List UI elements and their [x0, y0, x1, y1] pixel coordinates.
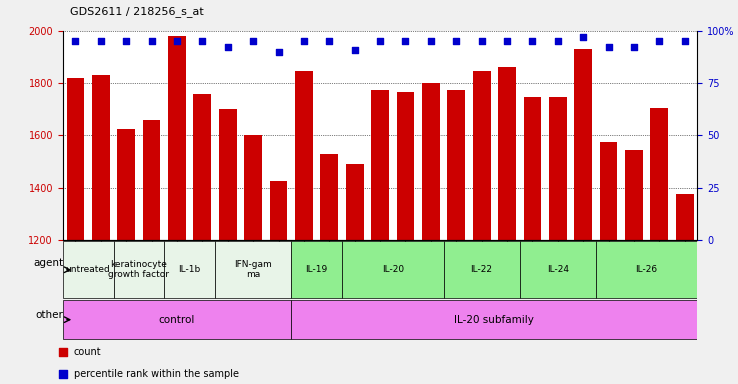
Point: [222, 45, 234, 51]
Bar: [596, 241, 697, 298]
Point: [679, 38, 691, 44]
Point: [476, 38, 488, 44]
Bar: [396, 92, 414, 240]
Point: [69, 38, 81, 44]
Point: [247, 38, 259, 44]
Text: IFN-gam
ma: IFN-gam ma: [234, 260, 272, 280]
Point: [628, 45, 640, 51]
Point: [501, 38, 513, 44]
Point: [171, 38, 183, 44]
Text: IL-19: IL-19: [306, 265, 328, 274]
Text: other: other: [35, 310, 63, 320]
Bar: [444, 241, 520, 298]
Text: IL-26: IL-26: [635, 265, 658, 274]
Point: [399, 38, 411, 44]
Bar: [342, 241, 444, 298]
Bar: [292, 241, 342, 298]
Bar: [92, 75, 110, 240]
Bar: [165, 241, 215, 298]
Bar: [574, 49, 592, 240]
Bar: [473, 71, 491, 240]
Text: control: control: [159, 314, 195, 325]
Bar: [422, 83, 440, 240]
Bar: [600, 142, 618, 240]
Text: count: count: [74, 347, 101, 357]
Point: [298, 38, 310, 44]
Bar: [244, 136, 262, 240]
Bar: [676, 194, 694, 240]
Point: [120, 38, 132, 44]
Point: [603, 45, 615, 51]
Text: IL-24: IL-24: [547, 265, 569, 274]
Bar: [117, 129, 135, 240]
Point: [450, 38, 462, 44]
Point: [145, 38, 157, 44]
Bar: [66, 78, 84, 240]
Point: [526, 38, 538, 44]
Point: [374, 38, 386, 44]
Bar: [447, 89, 465, 240]
Bar: [549, 98, 567, 240]
Point: [323, 38, 335, 44]
Bar: [219, 109, 237, 240]
Bar: [371, 89, 389, 240]
Bar: [114, 241, 165, 298]
Point: [196, 38, 208, 44]
Bar: [498, 67, 516, 240]
Bar: [523, 98, 541, 240]
Text: untreated: untreated: [66, 265, 111, 274]
Point: [349, 46, 361, 53]
Point: [425, 38, 437, 44]
Bar: [520, 241, 596, 298]
Text: IL-20 subfamily: IL-20 subfamily: [455, 314, 534, 325]
Text: percentile rank within the sample: percentile rank within the sample: [74, 369, 239, 379]
Bar: [269, 181, 287, 240]
Bar: [346, 164, 364, 240]
Bar: [63, 241, 114, 298]
Text: keratinocyte
growth factor: keratinocyte growth factor: [108, 260, 170, 280]
Point: [552, 38, 564, 44]
Text: IL-22: IL-22: [471, 265, 493, 274]
Text: agent: agent: [33, 258, 63, 268]
Bar: [625, 150, 643, 240]
Text: IL-1b: IL-1b: [179, 265, 201, 274]
Point: [577, 34, 589, 40]
Bar: [168, 36, 186, 240]
Bar: [142, 120, 160, 240]
Bar: [295, 71, 313, 240]
Bar: [292, 300, 697, 339]
Point: [57, 371, 69, 377]
Point: [272, 48, 284, 55]
Text: IL-20: IL-20: [382, 265, 404, 274]
Bar: [650, 108, 668, 240]
Point: [653, 38, 665, 44]
Bar: [63, 300, 292, 339]
Bar: [215, 241, 292, 298]
Bar: [320, 154, 338, 240]
Point: [95, 38, 107, 44]
Text: GDS2611 / 218256_s_at: GDS2611 / 218256_s_at: [70, 6, 204, 17]
Bar: [193, 93, 211, 240]
Point: [57, 349, 69, 355]
